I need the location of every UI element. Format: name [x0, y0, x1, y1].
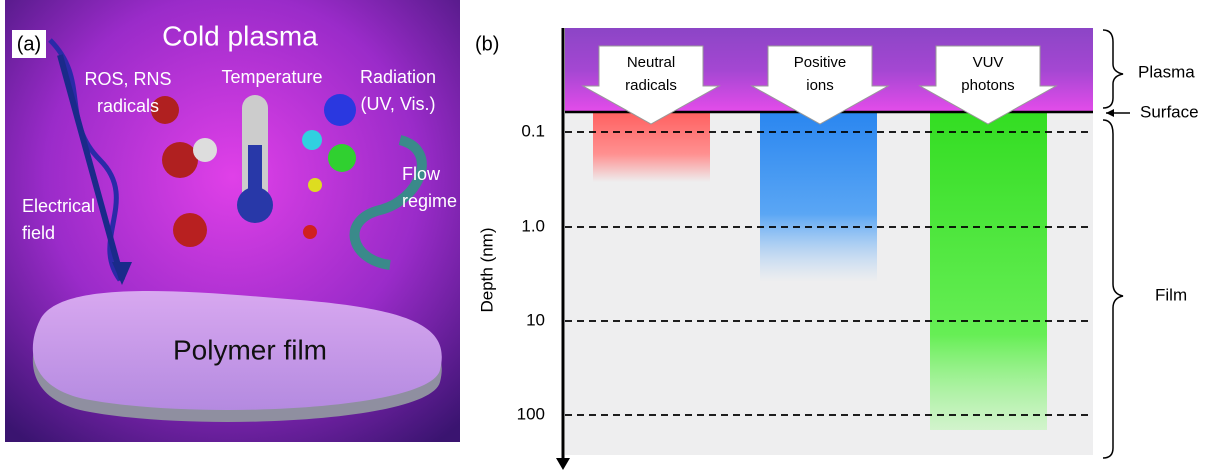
molecule	[162, 142, 198, 178]
region-label: Surface	[1140, 102, 1199, 121]
annotation: ROS, RNS	[84, 69, 171, 89]
tick-label: 0.1	[521, 121, 545, 140]
photon	[303, 225, 317, 239]
figure: (a) Cold plasma ROS, RNS radicals Temperatur…	[0, 0, 1208, 470]
film-label: Polymer film	[173, 334, 327, 365]
thermometer-bulb	[237, 187, 273, 223]
plasma-brace	[1103, 30, 1123, 108]
annotation: radicals	[97, 96, 159, 116]
molecule	[193, 138, 217, 162]
ion-depth	[760, 112, 877, 282]
photon	[324, 94, 356, 126]
annotation: Flow	[402, 164, 441, 184]
tick-label: 10	[526, 310, 545, 329]
photon	[328, 144, 356, 172]
region-label: Film	[1155, 285, 1187, 304]
species-label: ions	[806, 77, 834, 94]
annotation: (UV, Vis.)	[360, 94, 435, 114]
tick-label: 1.0	[521, 216, 545, 235]
photon	[308, 178, 322, 192]
annotation: regime	[402, 191, 457, 211]
species-label: photons	[961, 77, 1014, 94]
annotation: field	[22, 223, 55, 243]
ion	[173, 213, 207, 247]
photon	[302, 130, 322, 150]
surface-pointer-head	[1106, 109, 1114, 117]
annotation: Radiation	[360, 67, 436, 87]
species-label: radicals	[625, 77, 677, 94]
species-label: Positive	[794, 54, 847, 71]
panel-title: Cold plasma	[162, 20, 318, 51]
annotation: Electrical	[22, 196, 95, 216]
page: (a) Cold plasma ROS, RNS radicals Temperatur…	[0, 0, 1208, 470]
photon-depth	[930, 112, 1047, 430]
axis-arrowhead	[556, 458, 570, 470]
tick-label: 100	[517, 404, 545, 423]
species-label: Neutral	[627, 54, 675, 71]
panel-label: (b)	[475, 33, 499, 55]
axis-label: Depth (nm)	[477, 227, 496, 312]
film-brace	[1103, 120, 1123, 458]
species-label: VUV	[973, 54, 1004, 71]
region-label: Plasma	[1138, 62, 1195, 81]
annotation: Temperature	[221, 67, 322, 87]
panel-label: (a)	[17, 33, 41, 55]
